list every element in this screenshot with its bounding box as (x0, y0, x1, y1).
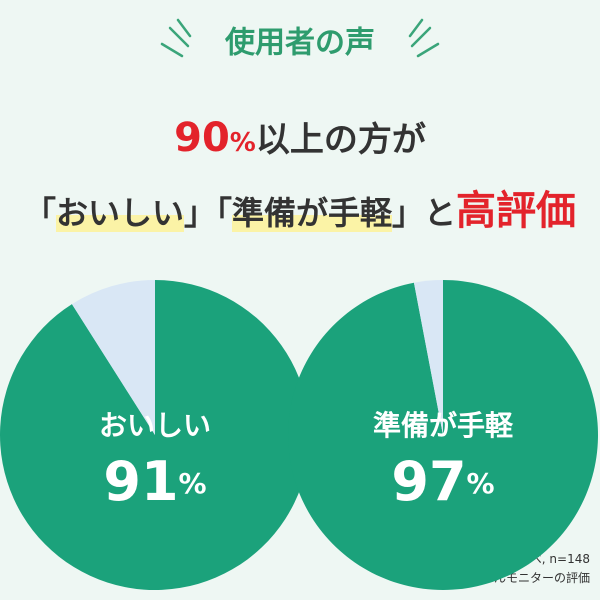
value-number: 97 (391, 450, 466, 513)
headline: 90%以上の方が (0, 112, 600, 161)
value-number: 91 (103, 450, 178, 513)
headline-text: 」と (392, 194, 457, 232)
pie-slice (288, 280, 599, 590)
title: 使用者の声 (224, 26, 375, 61)
pie-label: おいしい (99, 409, 211, 442)
pie-value-label: 97% (391, 450, 494, 513)
pie-label: 準備が手軽 (373, 409, 514, 442)
value-unit: % (179, 467, 207, 500)
decoration (160, 18, 440, 58)
headline: 「おいしい」「準備が手軽」と高評価 (0, 178, 600, 236)
pie-value-label: 91% (103, 450, 206, 513)
headline-text: % (229, 128, 256, 158)
pie-slice (0, 280, 311, 590)
headline-text: 以上の方が (255, 120, 426, 160)
pie-slice (71, 280, 155, 435)
headline-text: おいしい (55, 194, 184, 232)
headline-text: 準備が手軽 (232, 194, 393, 232)
headline-text: 」「 (183, 194, 232, 232)
headline-text: 高評価 (456, 188, 577, 234)
headline-number: 90 (174, 115, 230, 161)
pie-slice (413, 280, 443, 435)
value-unit: % (467, 467, 495, 500)
headline-text: 「 (23, 194, 56, 232)
